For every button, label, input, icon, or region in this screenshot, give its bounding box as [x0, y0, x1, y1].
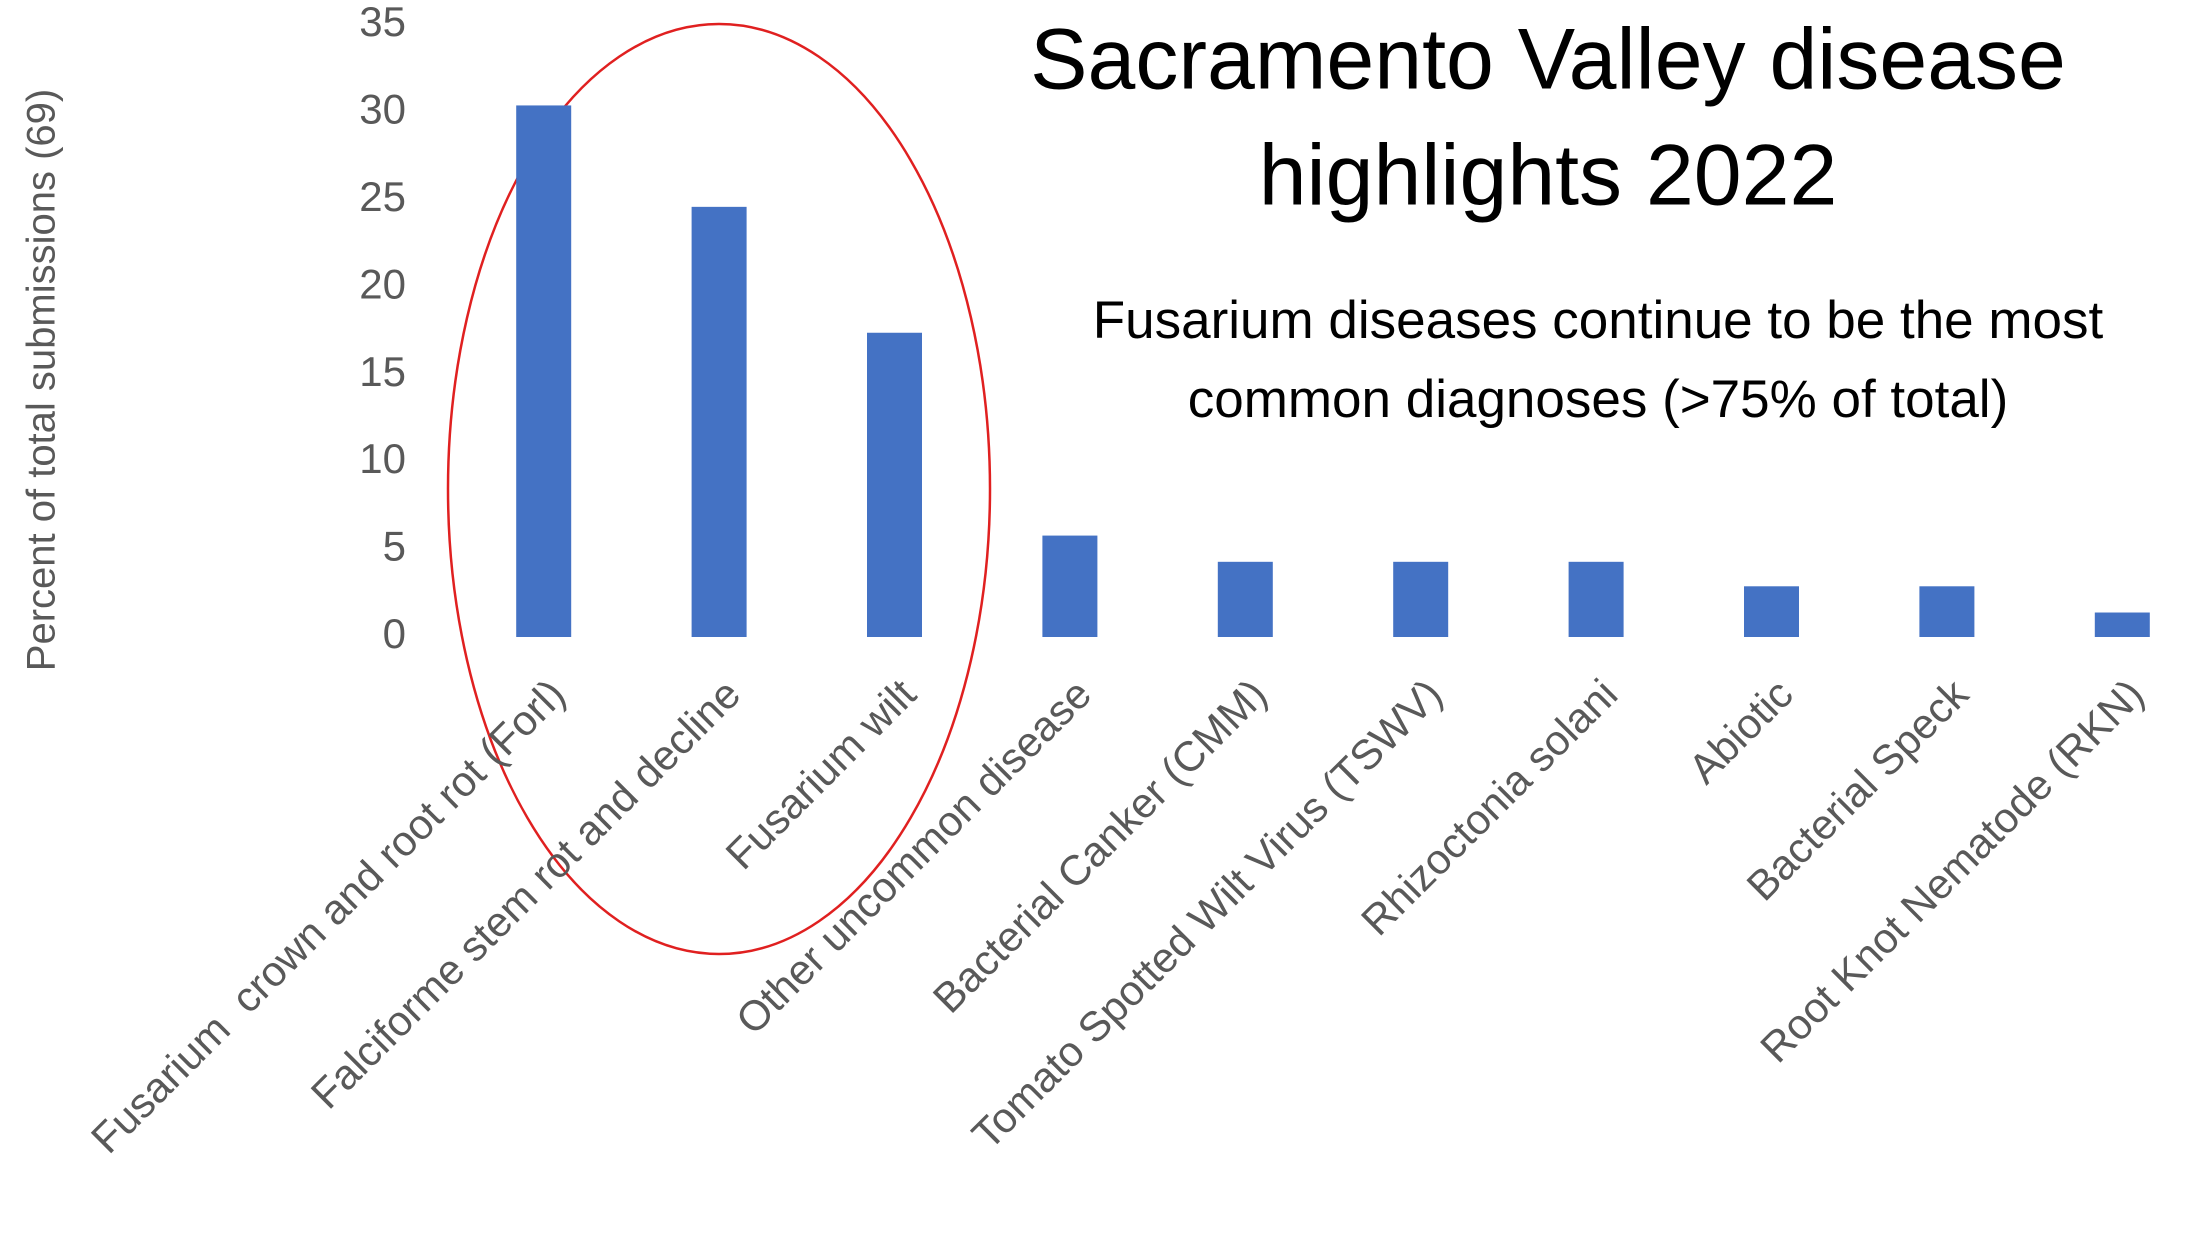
y-tick-label: 25	[359, 173, 406, 220]
x-tick-label: Root Knot Nematode (RKN)	[1751, 670, 2152, 1071]
bar	[1919, 586, 1975, 637]
bar	[1568, 561, 1624, 637]
bar	[516, 105, 572, 638]
bar	[2094, 612, 2150, 637]
highlight-ellipse	[446, 22, 992, 956]
bar	[1217, 561, 1273, 637]
y-tick-label: 20	[359, 260, 406, 307]
bar	[691, 206, 747, 637]
bar	[1393, 561, 1449, 637]
x-tick-label: Abiotic	[1679, 670, 1801, 792]
y-tick-label: 30	[359, 86, 406, 133]
y-tick-label: 15	[359, 348, 406, 395]
y-tick-label: 5	[383, 523, 406, 570]
y-tick-label: 35	[359, 0, 406, 45]
chart-subtitle: common diagnoses (>75% of total)	[1188, 370, 2008, 429]
y-tick-label: 0	[383, 610, 406, 657]
y-axis-label: Percent of total submissions (69)	[20, 89, 64, 671]
bar	[867, 332, 922, 637]
chart-subtitle: Fusarium diseases continue to be the mos…	[1093, 291, 2104, 350]
chart-title: Sacramento Valley disease	[1030, 12, 2066, 108]
bar	[1744, 586, 1799, 637]
chart-title: highlights 2022	[1259, 128, 1838, 224]
x-tick-label: Other uncommon disease	[727, 670, 1100, 1043]
y-tick-label: 10	[359, 435, 406, 482]
bar	[1042, 535, 1098, 637]
x-tick-label: Bacterial Canker (CMM)	[924, 670, 1276, 1022]
